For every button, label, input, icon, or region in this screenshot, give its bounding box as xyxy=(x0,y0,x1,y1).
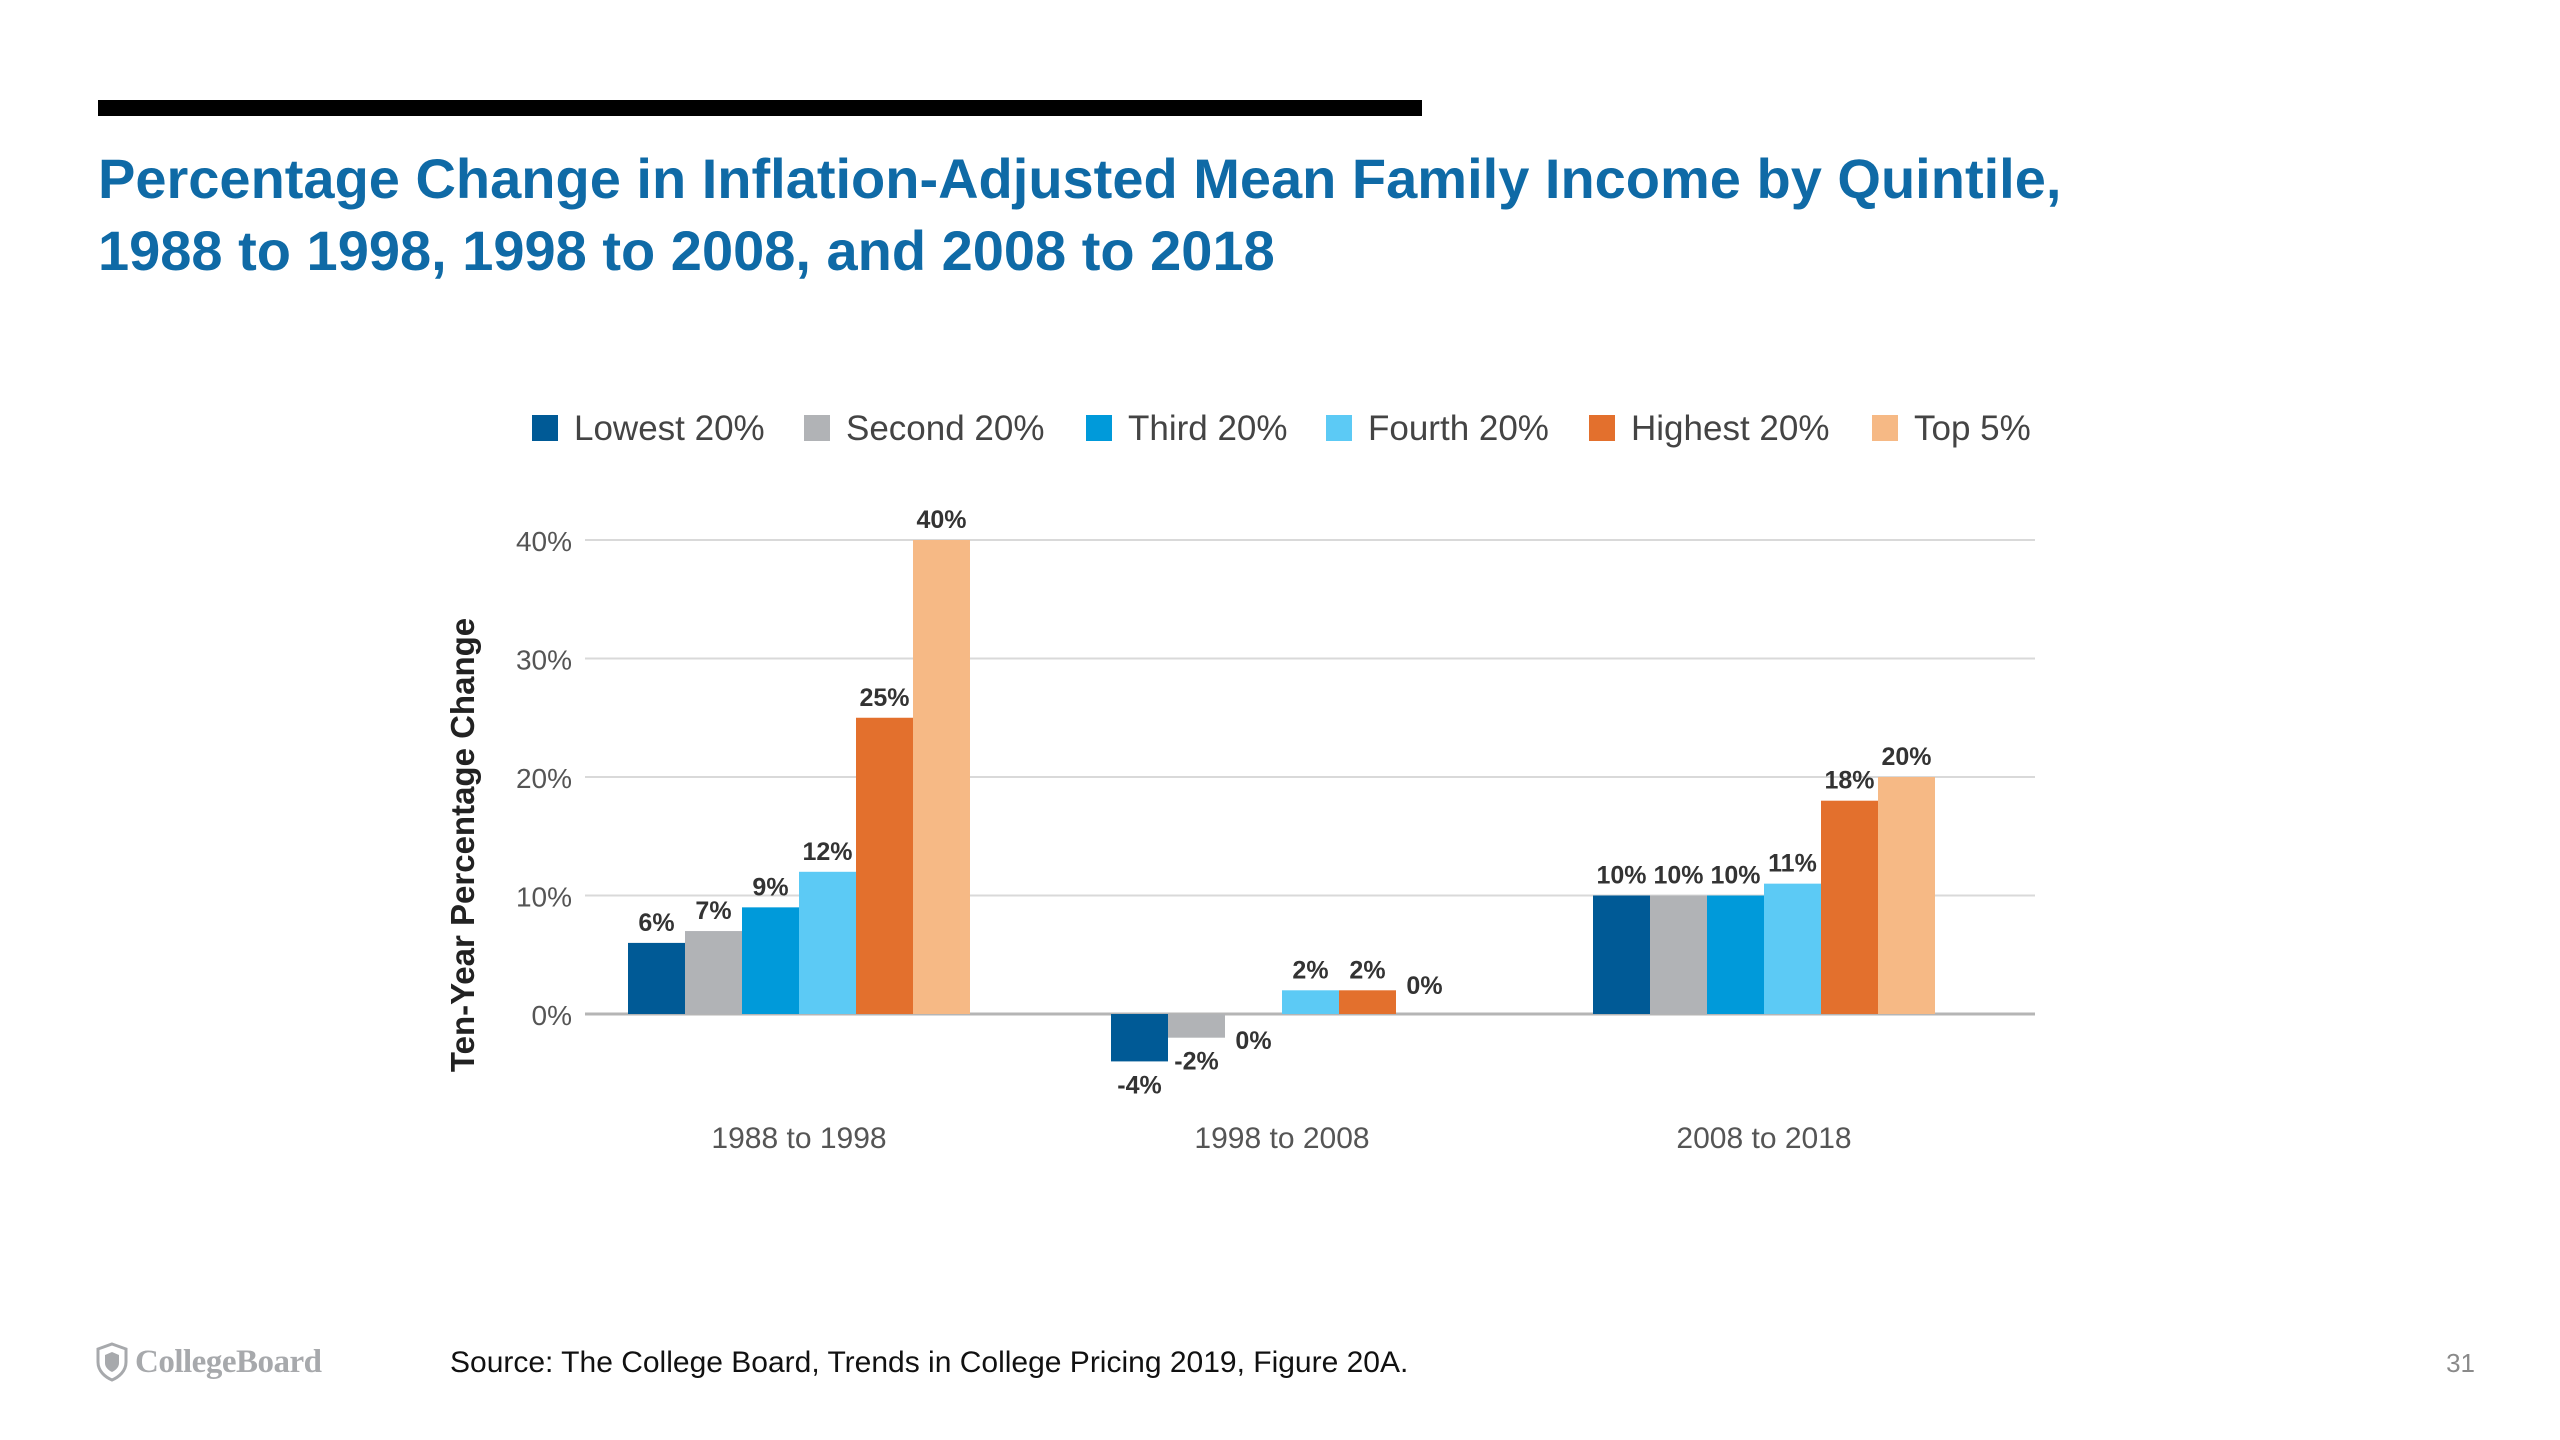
slide-title-line1: Percentage Change in Inflation-Adjusted … xyxy=(98,147,2062,210)
college-board-logo: CollegeBoard xyxy=(95,1342,322,1382)
data-label: 7% xyxy=(695,897,731,925)
y-axis-title: Ten-Year Percentage Change xyxy=(444,618,481,1072)
title-rule xyxy=(98,100,1422,116)
data-label: 40% xyxy=(916,506,966,534)
legend-swatch xyxy=(804,415,830,441)
x-category-label: 1998 to 2008 xyxy=(1194,1122,1369,1155)
data-label: -2% xyxy=(1174,1048,1218,1076)
bar xyxy=(1339,990,1396,1014)
shield-icon xyxy=(96,1342,128,1382)
bar xyxy=(685,931,742,1014)
legend-label: Highest 20% xyxy=(1631,409,1829,448)
data-label: 11% xyxy=(1768,850,1817,878)
bar xyxy=(913,540,970,1014)
data-label: 12% xyxy=(802,838,852,866)
data-label: -4% xyxy=(1117,1071,1161,1099)
y-tick-label: 0% xyxy=(532,1000,572,1031)
page-number: 31 xyxy=(2446,1348,2475,1378)
bar xyxy=(1821,800,1878,1014)
logo-text: CollegeBoard xyxy=(135,1343,322,1380)
legend-label: Third 20% xyxy=(1128,409,1288,448)
legend-label: Fourth 20% xyxy=(1368,409,1549,448)
source-note: Source: The College Board, Trends in Col… xyxy=(450,1346,1409,1379)
bar xyxy=(1168,1014,1225,1038)
data-label: 20% xyxy=(1881,743,1931,771)
bar xyxy=(1707,895,1764,1014)
y-tick-label: 30% xyxy=(516,645,572,676)
legend-swatch xyxy=(1086,415,1112,441)
data-label: 0% xyxy=(1235,1027,1271,1055)
legend-label: Lowest 20% xyxy=(574,409,765,448)
bar-chart: 0% 10% 20% 30% 40% Ten-Year Percentage Change… xyxy=(444,409,2035,1155)
data-label: 10% xyxy=(1596,862,1646,890)
legend-swatch xyxy=(1589,415,1615,441)
slide-title: Percentage Change in Inflation-Adjusted … xyxy=(98,143,2398,287)
bar xyxy=(856,717,913,1014)
bar xyxy=(1593,895,1650,1014)
data-label: 6% xyxy=(638,909,674,937)
data-label: 9% xyxy=(752,873,788,901)
data-label: 10% xyxy=(1653,862,1703,890)
bar xyxy=(799,871,856,1014)
data-label: 18% xyxy=(1824,767,1874,795)
data-label: 0% xyxy=(1406,972,1442,1000)
legend-swatch xyxy=(532,415,558,441)
legend-label: Second 20% xyxy=(846,409,1044,448)
bar xyxy=(1282,990,1339,1014)
bar xyxy=(1650,895,1707,1014)
y-tick-label: 10% xyxy=(516,882,572,913)
bar xyxy=(1764,883,1821,1014)
y-tick-label: 40% xyxy=(516,526,572,557)
slide-title-line2: 1988 to 1998, 1998 to 2008, and 2008 to … xyxy=(98,219,1275,282)
bar xyxy=(1111,1014,1168,1062)
data-label: 25% xyxy=(859,684,909,712)
legend-label: Top 5% xyxy=(1914,409,2031,448)
x-category-label: 2008 to 2018 xyxy=(1676,1122,1851,1155)
legend-swatch xyxy=(1326,415,1352,441)
legend-swatch xyxy=(1872,415,1898,441)
data-label: 2% xyxy=(1292,956,1328,984)
bar xyxy=(1878,777,1935,1014)
y-tick-label: 20% xyxy=(516,763,572,794)
data-label: 2% xyxy=(1349,956,1385,984)
bar xyxy=(742,907,799,1014)
bar xyxy=(628,942,685,1014)
x-category-label: 1988 to 1998 xyxy=(711,1122,886,1155)
data-label: 10% xyxy=(1710,862,1760,890)
